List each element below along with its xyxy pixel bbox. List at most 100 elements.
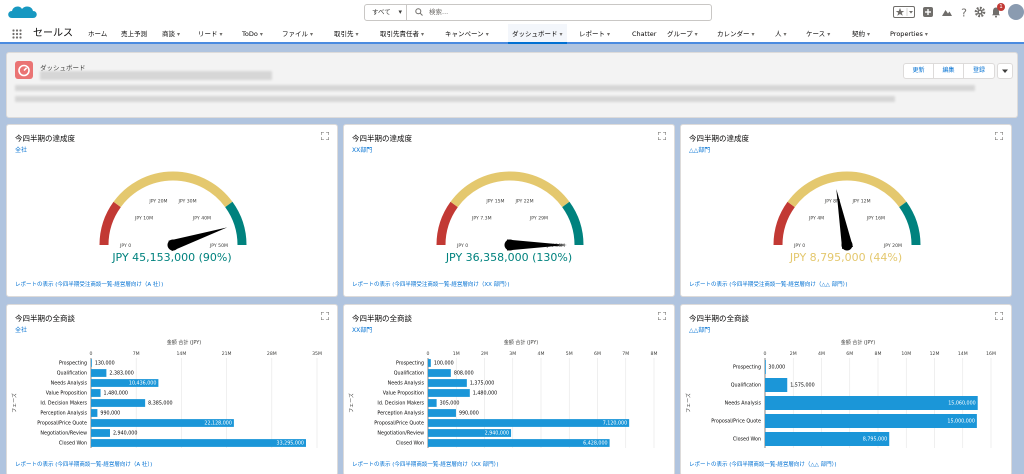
bar-value-label: 15,060,000 <box>948 401 975 407</box>
chevron-down-icon[interactable]: ▾ <box>751 31 755 38</box>
bar[interactable] <box>765 360 766 374</box>
view-report-link[interactable]: レポートの表示 (今四半期商談一覧-経営層向け（△△ 部門）) <box>689 462 837 468</box>
nav-tab-14[interactable]: 人 ▾ <box>775 24 787 44</box>
bar[interactable] <box>765 432 890 446</box>
chevron-down-icon[interactable]: ▾ <box>783 31 787 38</box>
nav-tab-16[interactable]: 契約 ▾ <box>852 24 870 44</box>
subscribe-button[interactable]: 登録 <box>972 67 985 74</box>
nav-tab-9[interactable]: ダッシュボード ▾ <box>508 24 567 44</box>
bar[interactable] <box>765 378 788 392</box>
bar[interactable] <box>91 419 234 427</box>
nav-tab-6[interactable]: 取引先 ▾ <box>334 24 359 44</box>
bar-value-label: 2,940,000 <box>485 431 509 437</box>
gauge-value: JPY 45,153,000 (90%) <box>112 251 232 264</box>
bar[interactable] <box>428 389 470 397</box>
chevron-down-icon[interactable]: ▾ <box>485 31 489 38</box>
bar[interactable] <box>91 399 146 407</box>
user-avatar[interactable] <box>1008 4 1024 20</box>
bar[interactable] <box>428 379 467 387</box>
chevron-down-icon[interactable]: ▾ <box>694 31 698 38</box>
category-label: Qualification <box>57 371 87 377</box>
nav-tab-11[interactable]: Chatter <box>632 24 656 44</box>
nav-tab-7[interactable]: 取引先責任者 ▾ <box>380 24 424 44</box>
bar[interactable] <box>428 359 431 367</box>
bar[interactable] <box>91 379 159 387</box>
gauge-needle-hub <box>841 239 853 251</box>
salesforce-logo-icon[interactable] <box>6 3 38 21</box>
nav-tab-15[interactable]: ケース ▾ <box>806 24 830 44</box>
edit-button[interactable]: 編集 <box>934 64 964 78</box>
x-tick-label: 6M <box>594 351 601 357</box>
chevron-down-icon <box>1002 69 1008 73</box>
x-tick-label: 35M <box>312 351 322 357</box>
gauge-value: JPY 8,795,000 (44%) <box>789 251 903 264</box>
add-icon[interactable] <box>922 6 934 18</box>
app-launcher-icon[interactable] <box>12 29 22 39</box>
bar[interactable] <box>91 409 98 417</box>
help-icon[interactable]: ? <box>958 6 970 19</box>
favorites-button[interactable] <box>893 6 915 18</box>
x-tick-label: 4M <box>538 351 545 357</box>
bar[interactable] <box>91 439 306 447</box>
gear-icon[interactable] <box>974 6 986 18</box>
chevron-down-icon[interactable]: ▾ <box>559 31 563 38</box>
star-icon <box>895 8 913 16</box>
gauge-tick-label: JPY 16M <box>866 215 885 221</box>
chevron-down-icon[interactable]: ▾ <box>310 31 314 38</box>
x-tick-label: 28M <box>267 351 277 357</box>
trailhead-icon[interactable] <box>941 6 953 18</box>
bar[interactable] <box>91 429 110 437</box>
gauge-card: 今四半期の達成度 △△部門 JPY 0 JPY 4M JPY 8M JPY 12M JPY … <box>680 124 1012 297</box>
view-report-link[interactable]: レポートの表示 (今四半期受注商談一覧-経営層向け（XX 部門）) <box>352 282 510 288</box>
bar[interactable] <box>428 409 456 417</box>
view-report-link[interactable]: レポートの表示 (今四半期受注商談一覧-経営層向け（△△ 部門）) <box>689 282 848 288</box>
view-report-link[interactable]: レポートの表示 (今四半期商談一覧-経営層向け（XX 部門）) <box>352 462 499 468</box>
nav-tab-2[interactable]: 商談 ▾ <box>162 24 180 44</box>
nav-tab-0[interactable]: ホーム <box>88 24 107 44</box>
bar[interactable] <box>428 429 512 437</box>
nav-tab-8[interactable]: キャンペーン ▾ <box>445 24 489 44</box>
gauge-tick-label: JPY 20M <box>148 198 167 204</box>
y-axis-label: フェーズ <box>348 393 355 413</box>
chevron-down-icon[interactable]: ▾ <box>355 31 359 38</box>
chevron-down-icon[interactable]: ▾ <box>867 31 871 38</box>
x-tick-label: 7M <box>133 351 140 357</box>
chevron-down-icon[interactable]: ▾ <box>259 31 263 38</box>
bar[interactable] <box>91 389 101 397</box>
chevron-down-icon[interactable]: ▾ <box>827 31 831 38</box>
search-scope-dropdown[interactable]: すべて <box>365 5 407 20</box>
bar[interactable] <box>765 396 978 410</box>
nav-tab-17[interactable]: Properties ▾ <box>890 24 928 44</box>
bar[interactable] <box>428 399 437 407</box>
refresh-button[interactable]: 更新 <box>904 64 934 78</box>
view-report-link[interactable]: レポートの表示 (今四半期受注商談一覧-経営層向け（A 社）) <box>15 282 164 288</box>
more-actions-button[interactable] <box>997 63 1013 79</box>
gauge-band-teal <box>899 201 921 246</box>
chevron-down-icon[interactable]: ▾ <box>607 31 611 38</box>
nav-tab-10[interactable]: レポート ▾ <box>579 24 610 44</box>
bar[interactable] <box>428 439 610 447</box>
bar[interactable] <box>428 419 630 427</box>
nav-tab-1[interactable]: 売上予測 <box>121 24 147 44</box>
bar[interactable] <box>765 414 977 428</box>
gauge-chart: JPY 0 JPY 4M JPY 8M JPY 12M JPY 16M JPY 20M <box>773 171 921 251</box>
view-report-link[interactable]: レポートの表示 (今四半期商談一覧-経営層向け（A 社）) <box>15 462 153 468</box>
app-name: セールス <box>33 28 73 39</box>
nav-tab-3[interactable]: リード ▾ <box>198 24 223 44</box>
nav-tab-13[interactable]: カレンダー ▾ <box>717 24 755 44</box>
chevron-down-icon[interactable]: ▾ <box>219 31 223 38</box>
chevron-down-icon[interactable]: ▾ <box>421 31 425 38</box>
nav-tab-12[interactable]: グループ ▾ <box>667 24 698 44</box>
chevron-down-icon[interactable]: ▾ <box>924 31 928 38</box>
bar[interactable] <box>91 369 107 377</box>
x-tick-label: 10M <box>901 351 911 357</box>
bar[interactable] <box>428 369 451 377</box>
chevron-down-icon[interactable]: ▾ <box>177 31 181 38</box>
gauge-tick-label: JPY 12M <box>851 198 870 204</box>
gauge-band-yellow <box>787 171 907 208</box>
nav-tab-5[interactable]: ファイル ▾ <box>282 24 313 44</box>
bar-value-label: 1,480,000 <box>473 391 497 397</box>
search-input[interactable]: 検索... <box>429 8 449 16</box>
bar[interactable] <box>91 359 92 367</box>
nav-tab-4[interactable]: ToDo ▾ <box>242 24 263 44</box>
